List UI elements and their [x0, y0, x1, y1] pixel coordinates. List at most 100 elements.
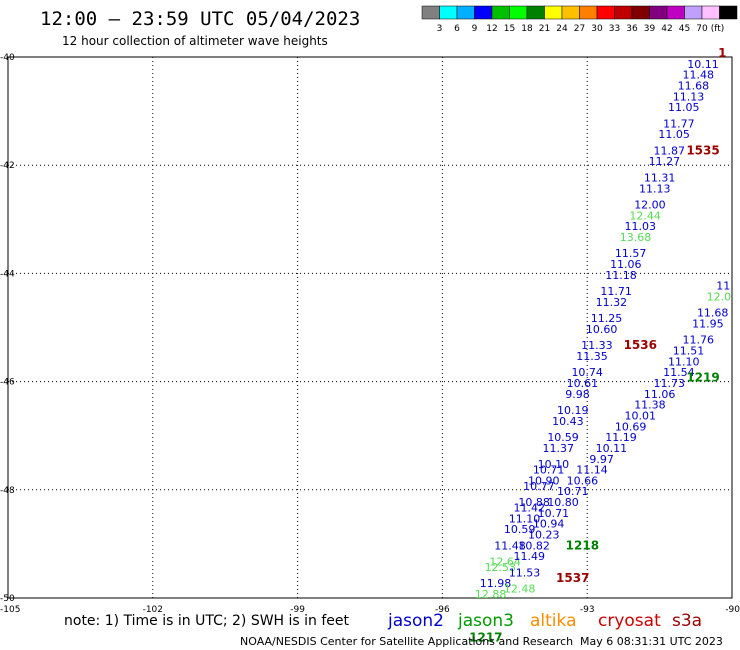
x-tick-label: -105 — [0, 605, 20, 615]
legend-label: 24 — [556, 24, 568, 34]
legend-swatch — [684, 5, 703, 20]
swh-point: 11.68 — [697, 307, 729, 320]
legend-swatch — [649, 5, 668, 20]
swh-point: 11.98 — [480, 577, 512, 590]
swh-point: 10.59 — [504, 523, 536, 536]
y-tick-label: -48 — [0, 486, 15, 496]
pass-time-labels: 1 1535 1536 1219 1218 1537 1217 — [469, 46, 726, 644]
x-tick-label: -102 — [143, 605, 163, 615]
legend-label: 33 — [609, 24, 620, 34]
legend-label: 15 — [504, 24, 515, 34]
x-tick-label: -93 — [580, 605, 595, 615]
x-tick-label: -99 — [290, 605, 305, 615]
swh-point: 11.37 — [542, 442, 574, 455]
legend-label: 36 — [626, 24, 638, 34]
swh-point: 11.13 — [639, 182, 671, 195]
swh-point: 11.05 — [658, 128, 690, 141]
legend-label: 42 — [661, 24, 672, 34]
swh-point: 10.61 — [567, 377, 599, 390]
grid-lines — [8, 57, 732, 598]
y-tick-label: -44 — [0, 269, 15, 279]
swh-point: 11.06 — [716, 280, 740, 293]
y-tick-label: -50 — [0, 594, 15, 604]
legend-swatch — [544, 5, 563, 20]
swh-point: 11.33 — [581, 339, 613, 352]
legend-label: 21 — [539, 24, 550, 34]
legend-label: 39 — [644, 24, 656, 34]
y-tick-label: -40 — [0, 53, 15, 63]
x-tick-label: -90 — [725, 605, 740, 615]
swh-point: 11.25 — [591, 312, 623, 325]
swh-point: 11.71 — [600, 285, 632, 298]
legend-swatch — [421, 5, 440, 20]
pass-time-label: 1219 — [686, 371, 719, 385]
legend-label: 70 — [696, 24, 708, 34]
legend-swatch — [509, 5, 528, 20]
swh-point: 11.13 — [673, 90, 705, 103]
y-tick-label: -46 — [0, 378, 15, 388]
swh-point: 10.88 — [518, 496, 550, 509]
legend-swatch — [474, 5, 493, 20]
swh-point: 10.74 — [571, 366, 603, 379]
y-tick-label: -42 — [0, 161, 15, 171]
x-tick-label: -96 — [435, 605, 450, 615]
chart-subtitle: 12 hour collection of altimeter wave hei… — [62, 34, 328, 48]
swh-point: 12.00 — [634, 198, 666, 211]
swh-point: 11.42 — [514, 501, 546, 514]
legend-swatch — [579, 5, 598, 20]
swh-point: 11.35 — [576, 350, 608, 363]
legend-swatch — [596, 5, 615, 20]
swh-point: 12.53 — [485, 561, 517, 574]
swh-point: 11.48 — [494, 539, 526, 552]
legend-swatch — [561, 5, 580, 20]
satellite-legend: jason2 jason3 altika cryosat s3a — [387, 611, 702, 631]
swh-point: 11.19 — [605, 431, 637, 444]
swh-point: 11.38 — [634, 399, 666, 412]
legend-label: 18 — [521, 24, 533, 34]
swh-point: 11.06 — [644, 388, 676, 401]
swh-point: 10.82 — [518, 539, 550, 552]
generated-time: May 6 08:31:31 UTC 2023 — [580, 635, 723, 648]
legend-label: 3 — [437, 24, 443, 34]
swh-point: 10.60 — [586, 323, 618, 336]
swh-point: 11.18 — [605, 269, 637, 282]
swh-point: 10.11 — [596, 442, 628, 455]
legend-unit: (ft) — [711, 24, 725, 34]
swh-point: 10.19 — [557, 404, 589, 417]
legend-label: 27 — [574, 24, 585, 34]
swh-point: 11.31 — [644, 171, 676, 184]
swh-point: 11.77 — [663, 117, 695, 130]
swh-point: 11.54 — [663, 366, 695, 379]
pass-time-label: 1 — [718, 46, 726, 60]
swh-point: 10.66 — [567, 474, 599, 487]
swh-point: 12.64 — [489, 556, 521, 569]
swh-point: 11.57 — [615, 247, 647, 260]
swh-point: 11.48 — [692, 47, 724, 60]
swh-point: 10.69 — [615, 420, 647, 433]
pass-time-label: 1537 — [556, 571, 589, 585]
legend-label: 30 — [591, 24, 603, 34]
swh-point: 10.10 — [538, 458, 570, 471]
swh-point: 11.32 — [596, 296, 628, 309]
axis-tick-labels: -40 -42 -44 -46 -48 -50-105 -102 -99 -96 -93 -90 — [0, 53, 740, 615]
legend-swatch — [456, 5, 475, 20]
swh-point: 11.53 — [509, 566, 541, 579]
swh-point: 10.59 — [547, 431, 579, 444]
swh-point: 11.48 — [682, 69, 714, 82]
swh-point: 12.08 — [707, 290, 739, 303]
legend-swatch — [666, 5, 685, 20]
legend-label: 6 — [454, 24, 460, 34]
legend-swatch — [491, 5, 510, 20]
swh-point: 9.97 — [589, 453, 614, 466]
swh-point: 11.27 — [649, 155, 681, 168]
chart-title: 12:00 – 23:59 UTC 05/04/2023 — [40, 8, 360, 30]
swh-point: 11.76 — [682, 334, 714, 347]
legend-swatch — [701, 5, 720, 20]
legend-swatch — [526, 5, 545, 20]
legend-label: 12 — [486, 24, 497, 34]
swh-point: 10.43 — [552, 415, 584, 428]
swh-point: 10.71 — [557, 485, 589, 498]
legend-swatch — [719, 5, 738, 20]
swh-point: 11.10 — [668, 355, 700, 368]
